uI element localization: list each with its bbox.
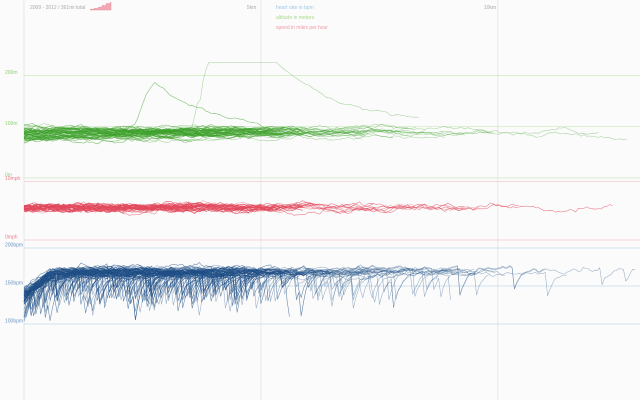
altitude-series-line bbox=[23, 132, 195, 140]
altitude-series-line bbox=[23, 128, 286, 141]
altitude-series-line bbox=[23, 126, 494, 142]
heart-rate-panel bbox=[23, 262, 636, 322]
altitude-tick-label: 0m bbox=[5, 173, 12, 179]
altitude-series-line bbox=[24, 62, 420, 136]
heart-series-line bbox=[23, 265, 240, 290]
speed-panel bbox=[23, 200, 613, 216]
header: 2009 - 2012 / 361mi total heart rate in … bbox=[30, 1, 328, 31]
speed-series-line bbox=[23, 202, 377, 216]
heart-tick-label: 200bpm bbox=[5, 243, 23, 249]
altitude-panel bbox=[23, 62, 627, 145]
speed-series-line bbox=[23, 203, 303, 213]
altitude-series-line bbox=[23, 123, 426, 139]
altitude-tick-label: 100m bbox=[5, 121, 18, 127]
legend-speed: speed in miles per hour bbox=[276, 25, 328, 31]
heart-series-line bbox=[23, 270, 261, 315]
altitude-series-line bbox=[23, 124, 323, 137]
heart-series-line bbox=[23, 268, 489, 316]
range-label: 2009 - 2012 / 361mi total bbox=[30, 5, 85, 11]
heart-series-line bbox=[23, 269, 477, 306]
altitude-series-line bbox=[23, 126, 300, 136]
heart-tick-label: 100bpm bbox=[5, 319, 23, 325]
altitude-tick-label: 200m bbox=[5, 70, 18, 76]
distance-spark-shape bbox=[89, 1, 112, 11]
altitude-series-line bbox=[23, 128, 269, 142]
heart-tick-label: 150bpm bbox=[5, 281, 23, 287]
legend-heart-rate: heart rate in bpm bbox=[276, 5, 314, 11]
heart-series-line bbox=[23, 271, 304, 293]
heart-series-line bbox=[23, 269, 207, 320]
altitude-series-line bbox=[23, 126, 195, 135]
speed-tick-label: 10mph bbox=[5, 176, 21, 182]
heart-series-line bbox=[23, 268, 370, 300]
altitude-series-line bbox=[23, 125, 224, 134]
distance-gridlines bbox=[23, 0, 499, 400]
speed-series-line bbox=[23, 200, 480, 215]
legend-altitude: altitude in meters bbox=[276, 15, 315, 21]
altitude-series-line bbox=[23, 129, 261, 140]
heart-series-line bbox=[23, 273, 240, 309]
speed-tick-label: 0mph bbox=[5, 235, 18, 241]
altitude-series-line bbox=[23, 129, 465, 141]
distance-tick-label: 5km bbox=[247, 5, 256, 11]
sparkline-icon bbox=[89, 1, 112, 11]
distance-tick-label: 10km bbox=[484, 5, 496, 11]
altitude-series-line bbox=[23, 127, 366, 138]
heart-series-line bbox=[23, 268, 266, 295]
speed-series-line bbox=[23, 202, 201, 210]
speed-series-line bbox=[23, 202, 275, 213]
heart-series-line bbox=[23, 265, 546, 317]
altitude-series-line bbox=[23, 127, 258, 141]
